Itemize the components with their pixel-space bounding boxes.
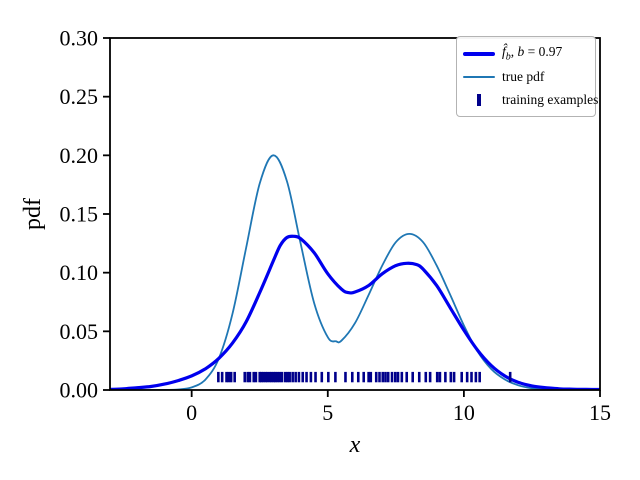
legend-label-kde: f̂b, b = 0.97: [502, 43, 563, 63]
x-tick-label: 5: [322, 400, 333, 425]
x-tick-label: 0: [186, 400, 197, 425]
fhat-symbol: f̂: [502, 43, 506, 59]
rug-layer: [217, 371, 512, 383]
x-tick-label: 15: [589, 400, 611, 425]
y-tick-label: 0.20: [60, 143, 99, 168]
rug-tick-sample: [463, 93, 495, 106]
plot-border: [109, 37, 601, 391]
y-tick-label: 0.30: [60, 26, 99, 51]
legend-label-true-pdf: true pdf: [502, 68, 545, 84]
kde-estimate-curve: [110, 234, 600, 390]
y-axis-label: pdf: [20, 198, 46, 230]
y-tick-label: 0.00: [60, 378, 99, 403]
true-pdf-curve: [110, 154, 600, 390]
legend-label-training-examples: training examples: [502, 91, 599, 107]
true-pdf-line-sample: [463, 75, 495, 78]
legend-box: f̂b, b = 0.97 true pdf training examples: [456, 36, 598, 117]
bandwidth-value: = 0.97: [524, 43, 563, 59]
legend-item-true-pdf: true pdf: [463, 65, 589, 88]
legend-item-kde: f̂b, b = 0.97: [463, 42, 589, 65]
legend-separator: ,: [510, 43, 518, 59]
y-tick-label: 0.25: [60, 84, 99, 109]
legend-item-training-examples: training examples: [463, 88, 598, 111]
kde-line-swatch: [463, 51, 495, 56]
rug-tick-swatch: [477, 93, 481, 106]
y-tick-label: 0.05: [60, 319, 99, 344]
y-tick-label: 0.15: [60, 202, 99, 227]
x-axis-label: x: [349, 432, 361, 458]
kde-line-sample: [463, 51, 495, 56]
true-pdf-line-swatch: [463, 75, 495, 78]
x-tick-label: 10: [453, 400, 475, 425]
bandwidth-symbol: b: [517, 43, 525, 59]
curve-layer: [110, 154, 600, 390]
fhat-subscript: b: [505, 51, 511, 63]
y-tick-label: 0.10: [60, 260, 99, 285]
tick-layer: 0 5 10 15 0.00 0.05 0.10 0.15 0.20 0.25 0.30: [60, 26, 612, 426]
